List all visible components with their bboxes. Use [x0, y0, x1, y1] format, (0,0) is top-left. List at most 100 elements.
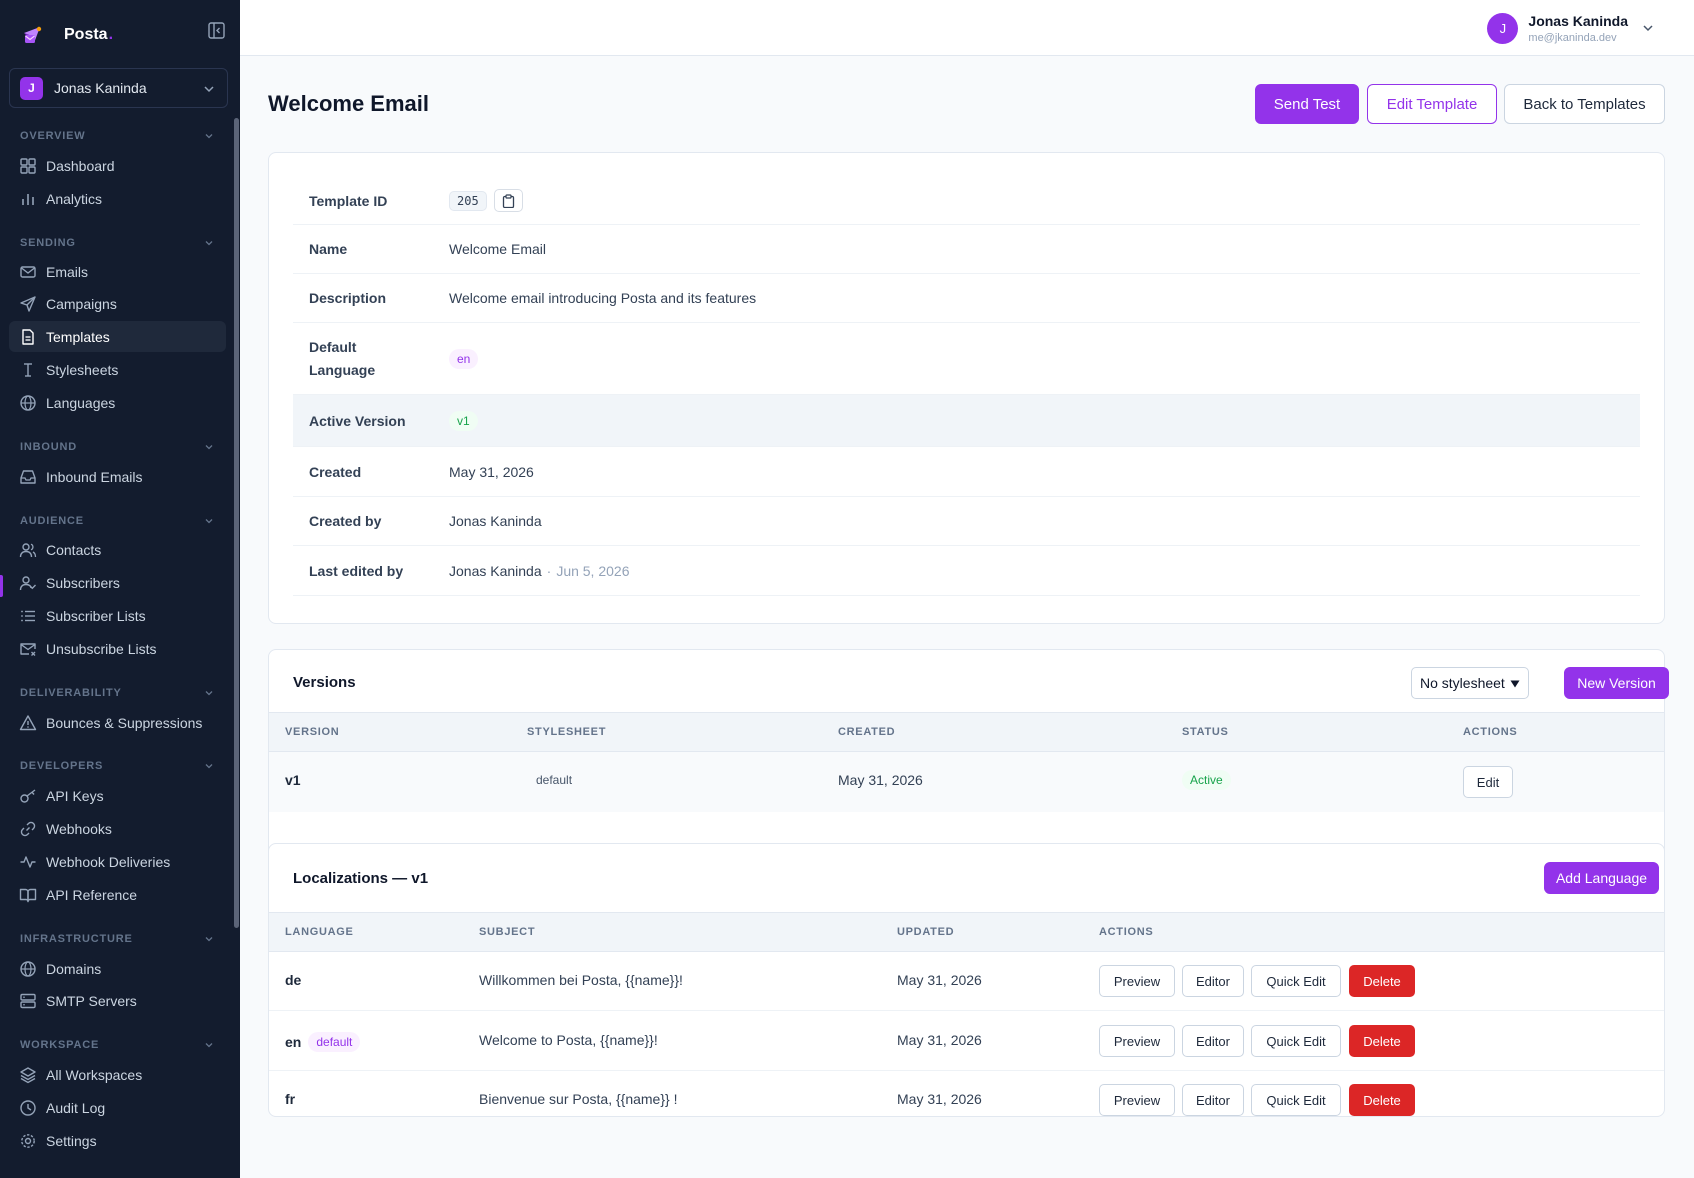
brand[interactable]: Posta .	[22, 22, 113, 48]
subject-cell: Welcome to Posta, {{name}}!	[479, 1032, 658, 1048]
detail-row-template-id: Template ID 205	[293, 177, 1640, 225]
column-header: CREATED	[838, 726, 896, 738]
section-label: AUDIENCE	[20, 515, 84, 527]
chevron-down-icon	[205, 445, 213, 450]
stylesheet-select[interactable]: No stylesheet	[1411, 667, 1529, 699]
quick-edit-button[interactable]: Quick Edit	[1251, 1025, 1341, 1057]
stylesheet-select-value: No stylesheet	[1420, 675, 1505, 691]
sidebar-item-stylesheets[interactable]: Stylesheets	[9, 354, 226, 385]
copy-button[interactable]	[493, 189, 523, 212]
status-cell: Active	[1182, 770, 1231, 790]
sidebar-item-emails[interactable]: Emails	[9, 256, 226, 287]
sidebar-item-label: Settings	[46, 1132, 97, 1149]
sidebar-item-analytics[interactable]: Analytics	[9, 183, 226, 214]
section-workspace[interactable]: WORKSPACE	[20, 1037, 214, 1053]
section-deliverability[interactable]: DELIVERABILITY	[20, 685, 214, 701]
sidebar-scrollbar[interactable]	[234, 118, 239, 928]
new-version-button[interactable]: New Version	[1564, 667, 1669, 699]
sidebar-item-inbound-emails[interactable]: Inbound Emails	[9, 461, 226, 492]
sidebar-item-label: Analytics	[46, 190, 103, 207]
quick-edit-button[interactable]: Quick Edit	[1251, 1084, 1341, 1116]
sidebar-item-label: Subscribers	[46, 574, 120, 591]
column-header: ACTIONS	[1463, 726, 1518, 738]
label-line-2: Language	[309, 361, 376, 378]
edit-version-button[interactable]: Edit	[1463, 766, 1513, 798]
workspace-name: Jonas Kaninda	[54, 80, 147, 96]
section-audience[interactable]: AUDIENCE	[20, 513, 214, 529]
section-overview[interactable]: OVERVIEW	[20, 128, 214, 144]
detail-row-default-language: Default Language en	[293, 323, 1640, 395]
sidebar-item-webhook-deliveries[interactable]: Webhook Deliveries	[9, 846, 226, 877]
sidebar-item-subscribers[interactable]: Subscribers	[9, 567, 226, 598]
section-infrastructure[interactable]: INFRASTRUCTURE	[20, 931, 214, 947]
sidebar-item-templates[interactable]: Templates	[9, 321, 226, 352]
sidebar-item-label: Unsubscribe Lists	[46, 640, 157, 657]
sidebar-collapse-icon[interactable]	[208, 22, 225, 39]
stylesheet-cell: default	[527, 770, 582, 790]
editor-button[interactable]: Editor	[1182, 1084, 1244, 1116]
column-header: VERSION	[285, 726, 340, 738]
table-row: fr Bienvenue sur Posta, {{name}} ! May 3…	[269, 1071, 1664, 1117]
sidebar-item-dashboard[interactable]: Dashboard	[9, 150, 226, 181]
sidebar-item-unsubscribe-lists[interactable]: Unsubscribe Lists	[9, 633, 226, 664]
editor-button[interactable]: Editor	[1182, 1025, 1244, 1057]
section-label: SENDING	[20, 237, 76, 249]
column-header: LANGUAGE	[285, 926, 354, 938]
preview-button[interactable]: Preview	[1099, 965, 1175, 997]
sidebar-item-label: Audit Log	[46, 1099, 106, 1116]
editor-button[interactable]: Editor	[1182, 965, 1244, 997]
delete-button[interactable]: Delete	[1349, 1084, 1415, 1116]
workspace-avatar: J	[20, 76, 43, 100]
section-sending[interactable]: SENDING	[20, 235, 214, 251]
sidebar-item-label: Campaigns	[46, 295, 117, 312]
send-icon	[20, 295, 36, 312]
sidebar: Posta . J Jonas Kaninda OVERVIEW Dashboa…	[0, 0, 240, 1178]
section-label: DEVELOPERS	[20, 760, 104, 772]
posta-logo-icon	[24, 26, 42, 43]
column-header: UPDATED	[897, 926, 955, 938]
inbox-icon	[20, 469, 36, 484]
delete-button[interactable]: Delete	[1349, 1025, 1415, 1057]
sidebar-item-subscriber-lists[interactable]: Subscriber Lists	[9, 600, 226, 631]
sidebar-item-webhooks[interactable]: Webhooks	[9, 813, 226, 844]
quick-edit-button[interactable]: Quick Edit	[1251, 965, 1341, 997]
section-inbound[interactable]: INBOUND	[20, 439, 214, 455]
preview-button[interactable]: Preview	[1099, 1025, 1175, 1057]
globe-icon	[20, 394, 36, 411]
versions-card: Versions No stylesheet New Version VERSI…	[268, 649, 1669, 875]
sidebar-item-api-reference[interactable]: API Reference	[9, 879, 226, 910]
preview-button[interactable]: Preview	[1099, 1084, 1175, 1116]
back-to-templates-button[interactable]: Back to Templates	[1504, 84, 1665, 124]
sidebar-item-all-workspaces[interactable]: All Workspaces	[9, 1059, 226, 1090]
detail-row-name: Name Welcome Email	[293, 225, 1640, 274]
add-language-button[interactable]: Add Language	[1544, 862, 1659, 894]
sidebar-item-languages[interactable]: Languages	[9, 387, 226, 418]
sidebar-item-label: Templates	[46, 328, 110, 345]
sidebar-item-campaigns[interactable]: Campaigns	[9, 288, 226, 319]
edit-template-button[interactable]: Edit Template	[1367, 84, 1497, 124]
sidebar-item-bounces[interactable]: Bounces & Suppressions	[9, 707, 226, 738]
sidebar-item-label: API Keys	[46, 787, 104, 804]
workspace-switcher[interactable]: J Jonas Kaninda	[9, 68, 228, 108]
sidebar-item-label: Languages	[46, 394, 116, 411]
detail-row-created: Created May 31, 2026	[293, 447, 1640, 497]
detail-label: Description	[309, 290, 387, 306]
book-open-icon	[19, 888, 37, 902]
sidebar-item-settings[interactable]: Settings	[9, 1125, 226, 1156]
sidebar-item-audit-log[interactable]: Audit Log	[9, 1092, 226, 1123]
section-label: WORKSPACE	[20, 1039, 100, 1051]
delete-button[interactable]: Delete	[1349, 965, 1415, 997]
bar-chart-icon	[22, 193, 34, 205]
language-badge: en	[449, 348, 479, 369]
chevron-down-icon	[205, 691, 213, 696]
link-icon	[20, 821, 36, 836]
send-test-button[interactable]: Send Test	[1255, 84, 1359, 124]
user-menu[interactable]: J Jonas Kaninda me@jkaninda.dev	[1487, 10, 1654, 46]
detail-row-description: Description Welcome email introducing Po…	[293, 274, 1640, 323]
sidebar-item-domains[interactable]: Domains	[9, 953, 226, 984]
sidebar-item-api-keys[interactable]: API Keys	[9, 780, 226, 811]
section-developers[interactable]: DEVELOPERS	[20, 758, 214, 774]
detail-label: Name	[309, 241, 348, 257]
sidebar-item-smtp-servers[interactable]: SMTP Servers	[9, 985, 226, 1016]
sidebar-item-contacts[interactable]: Contacts	[9, 534, 226, 565]
